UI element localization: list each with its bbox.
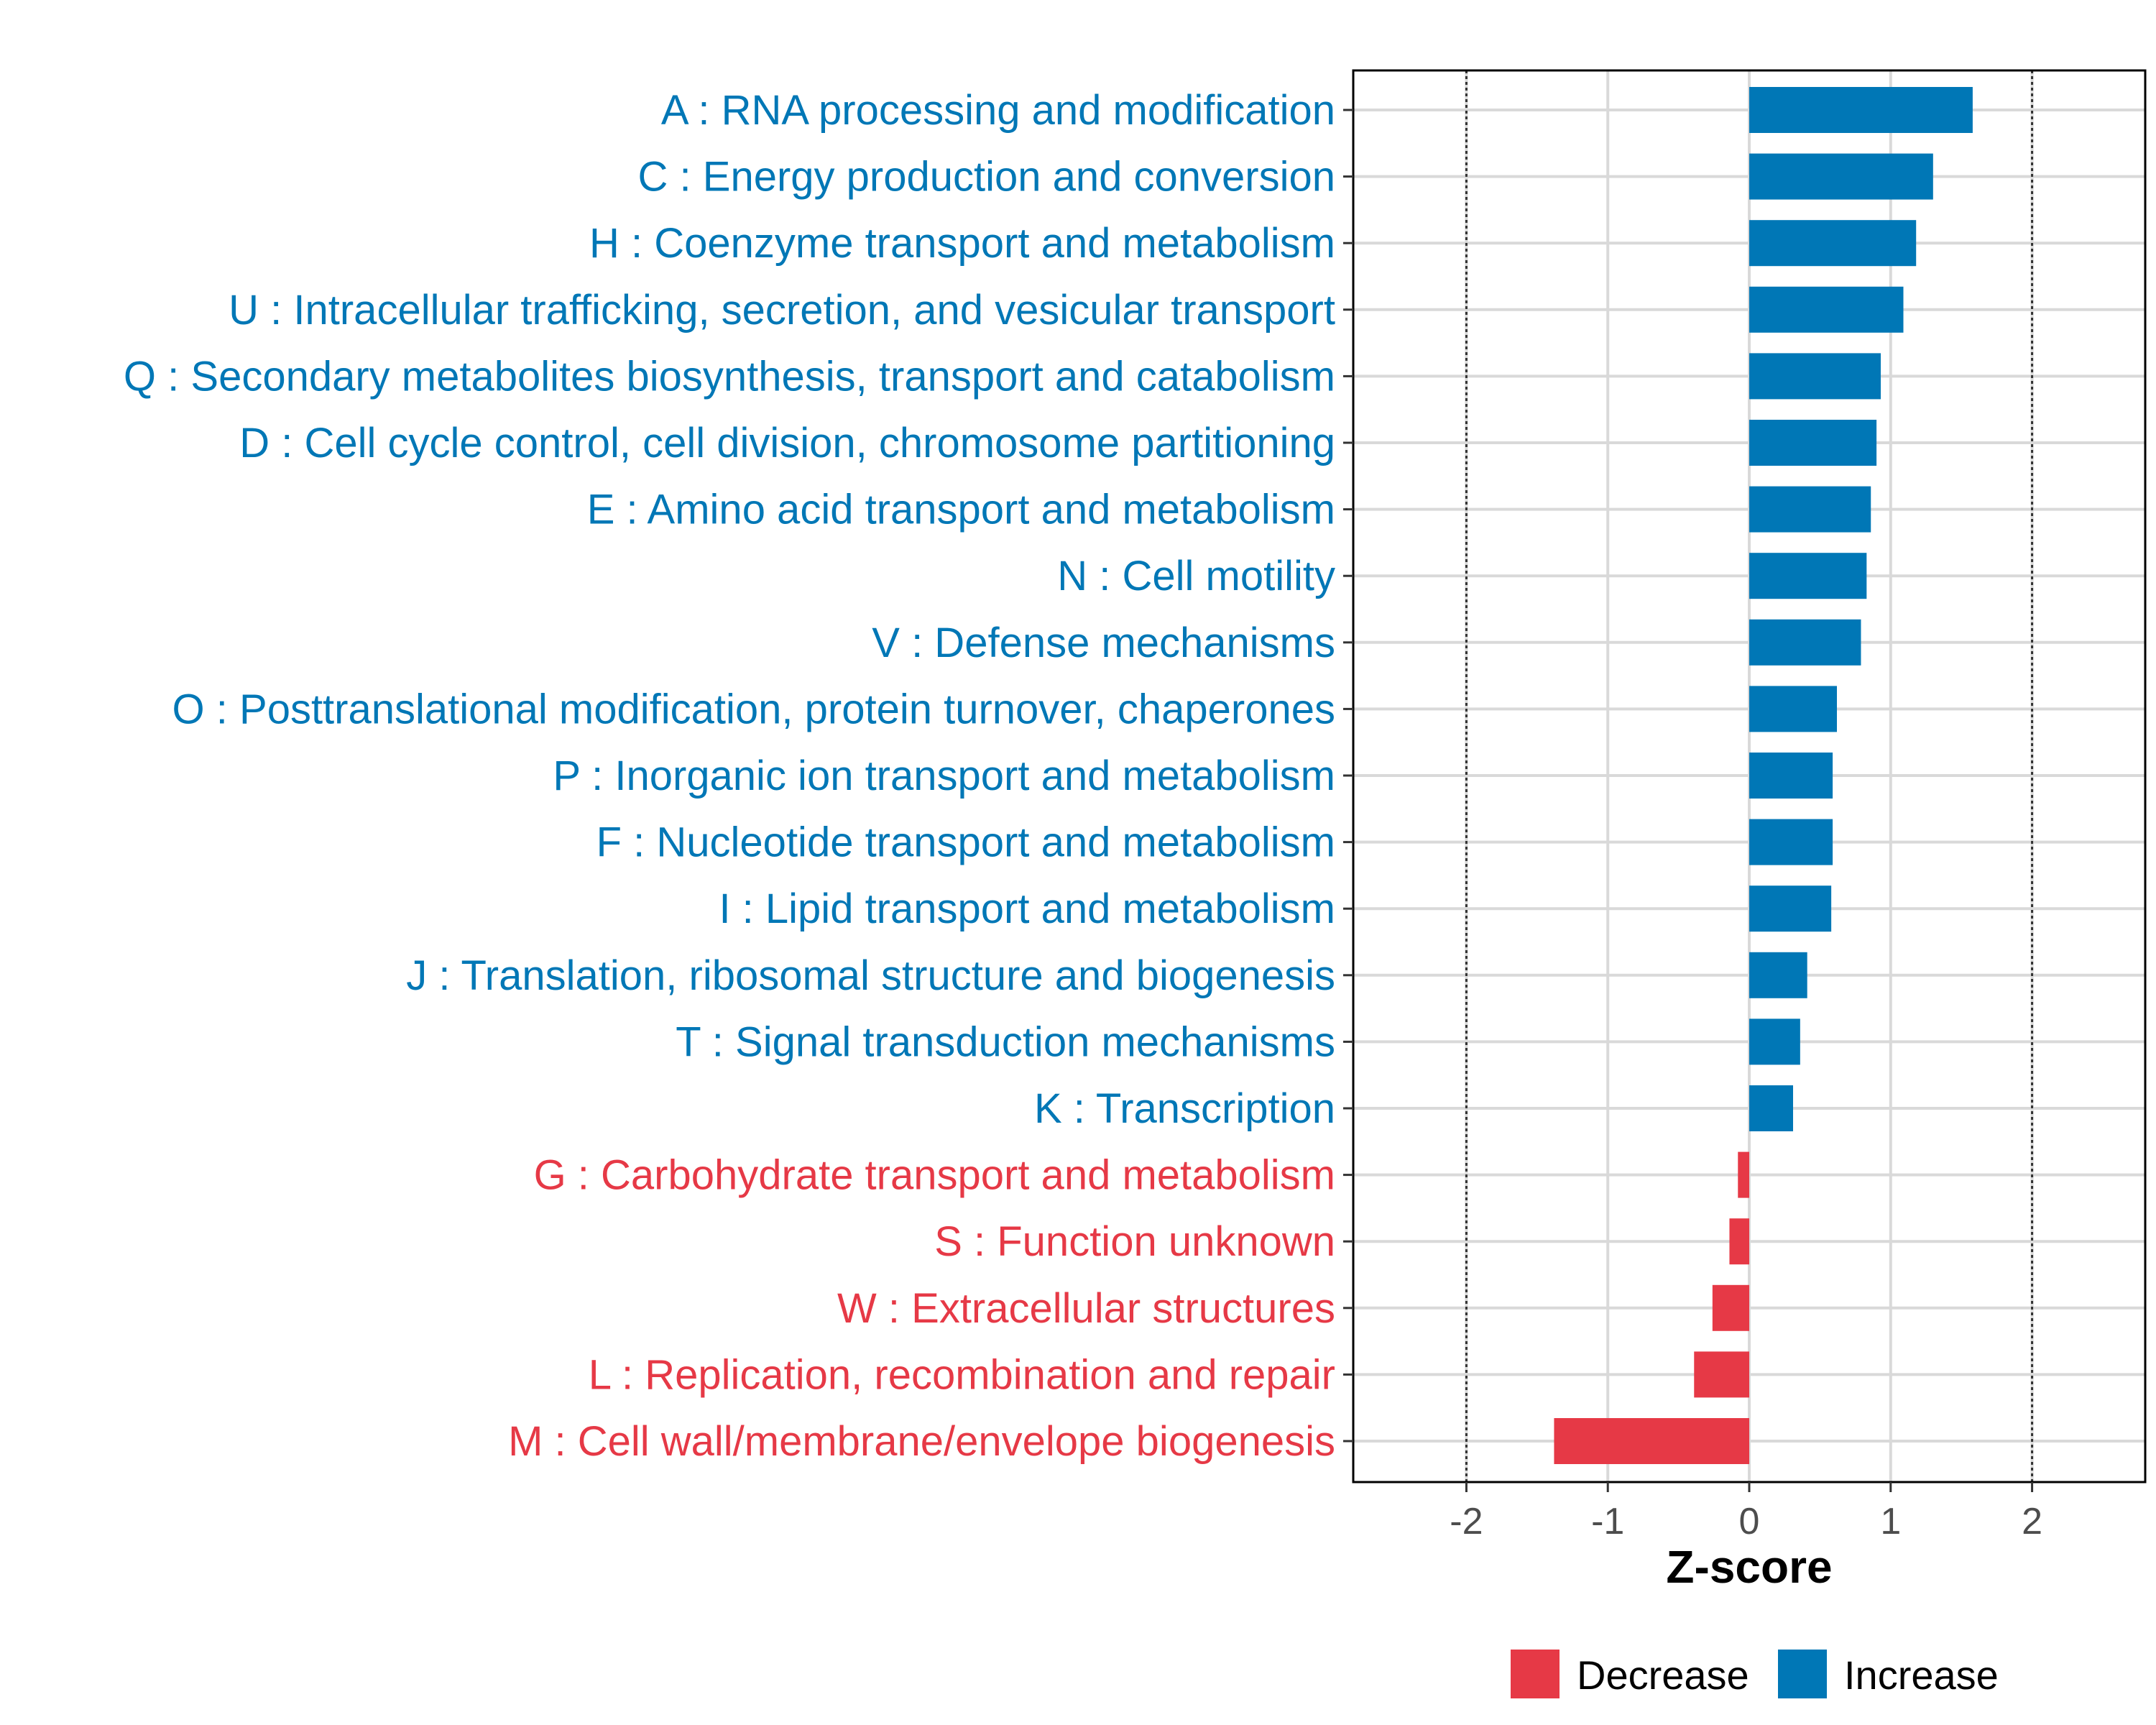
bar: [1749, 1018, 1800, 1065]
bar: [1749, 87, 1973, 133]
legend-label: Decrease: [1577, 1652, 1749, 1698]
legend-swatch: [1511, 1650, 1560, 1698]
x-axis-ticks: -2 -1 0 1 2: [1450, 1482, 2042, 1542]
x-tick-label: 0: [1739, 1501, 1760, 1542]
bar: [1749, 819, 1833, 865]
category-label: M : Cell wall/membrane/envelope biogenes…: [508, 1418, 1335, 1465]
category-label: D : Cell cycle control, cell division, c…: [239, 420, 1335, 466]
bar: [1554, 1418, 1749, 1464]
category-label: O : Posttranslational modification, prot…: [172, 686, 1335, 732]
bar: [1749, 353, 1881, 400]
bar: [1712, 1284, 1749, 1331]
category-label: Q : Secondary metabolites biosynthesis, …: [124, 353, 1335, 400]
bar: [1749, 619, 1861, 666]
bars: [1554, 87, 1973, 1464]
bar: [1749, 153, 1933, 200]
bar: [1749, 486, 1871, 533]
bar: [1749, 686, 1838, 732]
category-label: K : Transcription: [1034, 1085, 1335, 1132]
category-label: J : Translation, ribosomal structure and…: [406, 952, 1335, 999]
bar: [1729, 1218, 1749, 1265]
bar: [1749, 1085, 1794, 1131]
bar: [1749, 220, 1917, 267]
legend-swatch: [1778, 1650, 1827, 1698]
bar: [1694, 1351, 1749, 1398]
bar: [1749, 886, 1832, 932]
bar: [1749, 553, 1867, 599]
bar: [1738, 1151, 1749, 1198]
category-labels: A : RNA processing and modification C : E…: [124, 87, 1335, 1465]
x-tick-label: -1: [1591, 1501, 1624, 1542]
category-label: L : Replication, recombination and repai…: [589, 1351, 1335, 1398]
category-label: N : Cell motility: [1057, 553, 1335, 599]
bar: [1749, 286, 1904, 333]
category-label: S : Function unknown: [934, 1218, 1335, 1265]
x-axis-title: Z-score: [1666, 1541, 1832, 1593]
category-label: F : Nucleotide transport and metabolism: [596, 819, 1335, 866]
category-label: I : Lipid transport and metabolism: [719, 886, 1335, 932]
x-tick-label: -2: [1450, 1501, 1483, 1542]
category-label: C : Energy production and conversion: [638, 154, 1335, 201]
x-tick-label: 2: [2022, 1501, 2042, 1542]
legend: Decrease Increase: [1511, 1650, 1999, 1698]
category-label: G : Carbohydrate transport and metabolis…: [534, 1152, 1335, 1199]
category-label: A : RNA processing and modification: [661, 87, 1335, 134]
bar: [1749, 952, 1807, 998]
category-label: V : Defense mechanisms: [872, 620, 1335, 666]
legend-label: Increase: [1844, 1652, 1999, 1698]
category-label: T : Signal transduction mechanisms: [676, 1018, 1335, 1065]
x-tick-label: 1: [1880, 1501, 1901, 1542]
category-label: E : Amino acid transport and metabolism: [587, 487, 1335, 533]
bar: [1749, 420, 1877, 466]
y-axis-ticks: [1343, 109, 1353, 1443]
category-label: U : Intracellular trafficking, secretion…: [229, 287, 1335, 334]
category-label: H : Coenzyme transport and metabolism: [589, 220, 1335, 267]
bar: [1749, 753, 1833, 799]
category-label: P : Inorganic ion transport and metaboli…: [553, 753, 1335, 799]
category-label: W : Extracellular structures: [837, 1285, 1335, 1332]
